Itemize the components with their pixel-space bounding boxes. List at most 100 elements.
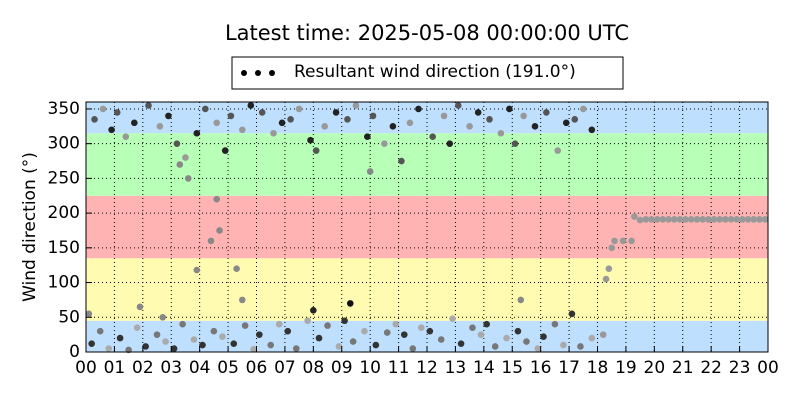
plot-frame — [85, 101, 769, 353]
points — [85, 102, 769, 354]
x-tick-label: 16 — [530, 358, 552, 378]
point — [142, 343, 149, 350]
y-tick-label: 300 — [48, 134, 80, 154]
point — [551, 320, 559, 328]
point — [383, 329, 391, 336]
point — [568, 310, 576, 318]
point — [247, 102, 255, 109]
grid — [85, 102, 769, 353]
point — [312, 147, 320, 154]
point — [756, 216, 763, 223]
point — [210, 327, 218, 335]
x-tick-label: 03 — [160, 358, 182, 378]
point — [418, 324, 425, 331]
point — [258, 109, 266, 116]
x-tick-label: 15 — [501, 358, 523, 378]
point — [361, 327, 368, 335]
y-tick-label: 200 — [48, 203, 80, 223]
x-tick-label: 01 — [104, 358, 126, 378]
x-tick-label: 07 — [274, 358, 296, 378]
point — [497, 129, 505, 137]
x-tick-label: 05 — [217, 358, 239, 378]
point — [429, 133, 436, 141]
point — [540, 333, 547, 341]
legend-marker — [269, 70, 275, 76]
point — [136, 303, 144, 311]
point — [511, 140, 519, 147]
y-tick-label: 50 — [58, 307, 80, 327]
point — [693, 216, 701, 223]
point — [216, 227, 223, 234]
point — [599, 331, 607, 338]
point — [554, 147, 562, 154]
point — [648, 216, 655, 223]
point — [364, 133, 371, 141]
point — [653, 216, 661, 223]
point — [213, 119, 221, 127]
x-tick-label: 14 — [473, 358, 495, 378]
point — [219, 333, 226, 341]
point — [335, 343, 343, 350]
point — [193, 266, 201, 274]
point — [602, 275, 610, 283]
legend-marker — [241, 70, 247, 76]
x-tick-label: 11 — [388, 358, 410, 378]
point — [105, 345, 113, 352]
point — [469, 324, 476, 331]
point — [346, 300, 354, 307]
point — [534, 345, 542, 352]
point — [241, 322, 249, 329]
x-tick-label: 06 — [246, 358, 268, 378]
x-tick-label: 00 — [757, 358, 779, 378]
point — [437, 336, 445, 343]
point — [185, 175, 192, 182]
point — [307, 136, 314, 144]
point — [182, 154, 189, 161]
point — [486, 116, 493, 123]
point — [256, 331, 263, 338]
point — [122, 133, 130, 141]
y-axis-label: Wind direction (°) — [20, 152, 40, 302]
point — [514, 327, 522, 335]
band — [86, 102, 768, 134]
point — [676, 216, 684, 223]
point — [577, 343, 584, 350]
point — [520, 112, 527, 120]
point — [636, 216, 644, 224]
x-tick-label: 18 — [587, 358, 609, 378]
point — [284, 327, 292, 335]
point — [304, 317, 311, 325]
point — [446, 140, 454, 147]
point — [631, 213, 638, 220]
x-tick-label: 20 — [644, 358, 666, 378]
point — [295, 105, 303, 113]
point — [665, 216, 672, 223]
point — [579, 105, 587, 113]
point — [722, 216, 729, 223]
point — [372, 341, 380, 349]
point — [506, 105, 513, 113]
x-tick-label: 02 — [132, 358, 154, 378]
point — [99, 105, 107, 113]
point — [199, 341, 206, 349]
point — [727, 216, 735, 223]
point — [170, 345, 178, 352]
x-tick-label: 00 — [75, 358, 97, 378]
y-tick-label: 150 — [48, 238, 80, 258]
y-tick-label: 0 — [69, 342, 80, 362]
point — [699, 216, 706, 223]
point — [531, 123, 539, 130]
point — [85, 310, 93, 318]
point — [659, 216, 667, 223]
point — [398, 157, 405, 165]
point — [131, 119, 138, 127]
x-tick-label: 17 — [558, 358, 580, 378]
point — [250, 345, 257, 353]
point — [275, 320, 283, 328]
point — [406, 119, 414, 127]
point — [213, 195, 221, 203]
point — [352, 102, 360, 109]
point — [173, 140, 181, 147]
x-tick-label: 04 — [189, 358, 211, 378]
